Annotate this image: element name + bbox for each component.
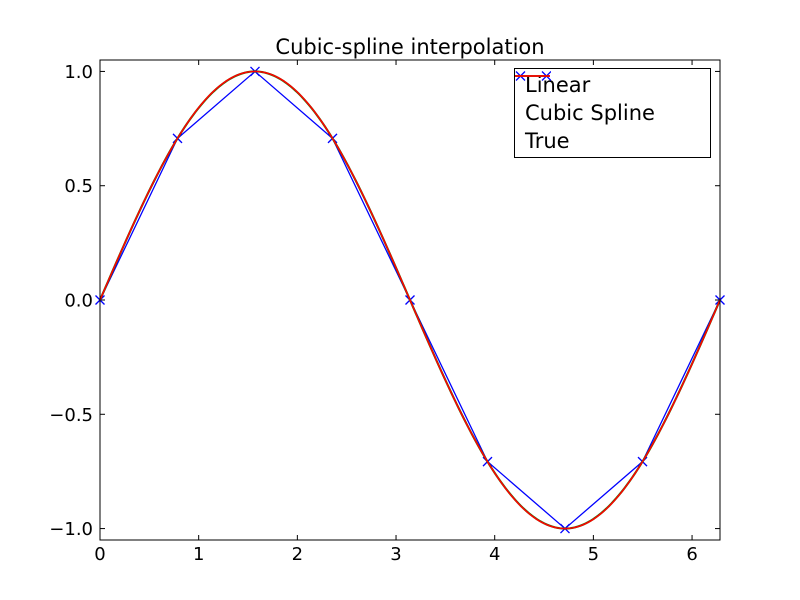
y-tick-label: −0.5 [49, 405, 93, 426]
legend-entry-cubic-spline: Cubic Spline [515, 75, 710, 127]
x-tick-label: 6 [686, 544, 697, 565]
x-tick-label: 1 [193, 544, 204, 565]
axes-border [99, 59, 721, 541]
y-tick-label: −1.0 [49, 519, 93, 540]
legend-label-linear: Linear [525, 72, 591, 97]
x-tick-label: 5 [588, 544, 599, 565]
y-tick-label: 0.5 [64, 176, 93, 197]
legend-entry-true: True [515, 75, 710, 155]
x-tick-label: 2 [292, 544, 303, 565]
legend-label-cubic-spline: Cubic Spline [525, 100, 655, 125]
y-tick-label: 0.0 [64, 291, 93, 312]
red-line-swatch-icon [515, 75, 550, 77]
chart-title: Cubic-spline interpolation [275, 35, 545, 59]
x-tick-label: 0 [94, 544, 105, 565]
legend: Linear Cubic Spline True [514, 68, 711, 158]
axis-ticks [99, 60, 720, 540]
x-tick-label: 3 [390, 544, 401, 565]
x-tick-label: 4 [489, 544, 500, 565]
legend-label-true: True [525, 128, 570, 153]
true-series-line [99, 70, 721, 530]
y-tick-label: 1.0 [64, 62, 93, 83]
